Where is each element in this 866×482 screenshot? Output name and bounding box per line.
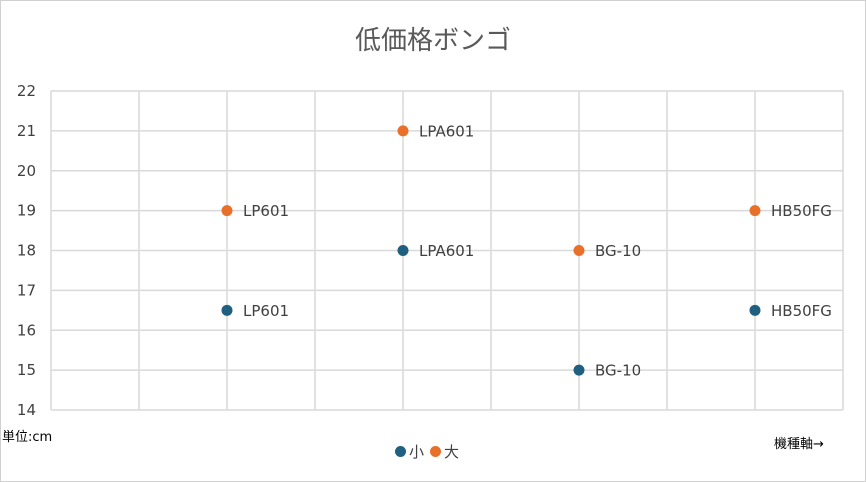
data-label: BG-10 [595, 362, 641, 380]
data-points [221, 125, 761, 376]
data-label: HB50FG [771, 302, 832, 320]
data-label: LP601 [243, 302, 289, 320]
legend-marker-small [395, 446, 406, 457]
legend-label-large: 大 [444, 443, 460, 461]
legend: 小 大 [395, 441, 465, 462]
legend-label-small: 小 [409, 443, 425, 461]
legend-marker-large [430, 446, 442, 457]
point-s0-0 [221, 304, 233, 316]
y-tick-label: 19 [17, 202, 36, 220]
data-label: LPA601 [419, 122, 474, 140]
point-s1-1 [397, 125, 409, 137]
data-label: HB50FG [771, 202, 832, 220]
y-tick-label: 15 [17, 361, 36, 379]
data-label: LPA601 [419, 242, 474, 260]
x-axis-note: 機種軸→ [774, 437, 824, 452]
data-labels: LP601 LPA601 BG-10 HB50FG LP601 LPA601 BG-10 HB… [243, 122, 832, 379]
legend-item-large: 大 [430, 441, 459, 462]
point-s1-2 [573, 245, 585, 256]
unit-note: 単位:cm [2, 430, 53, 445]
y-tick-label: 17 [17, 281, 36, 299]
point-s0-2 [573, 364, 585, 376]
point-s0-3 [749, 304, 761, 316]
y-tick-label: 21 [17, 122, 36, 140]
y-tick-labels: 14 15 16 17 18 19 20 21 22 [17, 82, 36, 419]
data-label: BG-10 [595, 242, 641, 260]
point-s1-0 [221, 205, 233, 217]
y-tick-label: 14 [17, 401, 36, 419]
data-label: LP601 [243, 202, 289, 220]
point-s0-1 [397, 245, 409, 256]
y-tick-label: 22 [17, 82, 36, 100]
y-tick-label: 20 [17, 162, 36, 180]
chart-title: 低価格ボンゴ [354, 26, 511, 56]
y-tick-label: 18 [17, 242, 36, 260]
legend-item-small: 小 [395, 441, 424, 462]
y-tick-label: 16 [17, 321, 36, 339]
point-s1-3 [749, 205, 761, 217]
